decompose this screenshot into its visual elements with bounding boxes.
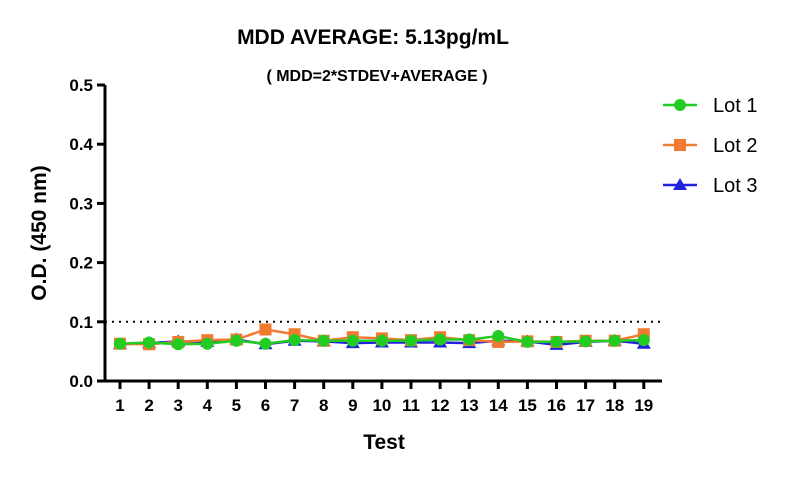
chart-subtitle: ( MDD=2*STDEV+AVERAGE ): [266, 68, 487, 85]
legend: Lot 1 Lot 2 Lot 3: [663, 95, 757, 197]
data-point: [550, 335, 563, 348]
x-tick-label: 3: [173, 396, 182, 415]
data-point: [346, 334, 359, 347]
y-tick-label: 0.5: [69, 76, 93, 95]
data-point: [201, 337, 214, 350]
data-point: [637, 334, 650, 347]
y-tick-label: 0.2: [69, 254, 93, 273]
data-point: [172, 338, 185, 351]
y-tick-label: 0.3: [69, 194, 93, 213]
x-ticks: 1 2 3 4 5 6 7 8 9 10 11 12 13 14 15 16 17 18 19: [115, 381, 653, 415]
data-point: [434, 333, 447, 346]
data-point: [405, 334, 417, 347]
data-point: [114, 337, 126, 350]
legend-label: Lot 3: [713, 175, 757, 197]
legend-label: Lot 2: [713, 135, 757, 157]
x-tick-label: 12: [431, 396, 450, 415]
x-tick-label: 9: [348, 396, 357, 415]
data-point: [492, 330, 505, 343]
legend-label: Lot 1: [713, 95, 757, 117]
x-tick-label: 13: [460, 396, 479, 415]
y-tick-label: 0.1: [69, 313, 93, 332]
series-lot-1: [114, 330, 650, 351]
legend-item: Lot 2: [663, 135, 757, 157]
data-point: [463, 333, 476, 346]
data-point: [317, 334, 330, 347]
x-tick-label: 5: [232, 396, 241, 415]
x-tick-label: 2: [144, 396, 153, 415]
x-tick-label: 8: [319, 396, 328, 415]
legend-marker: [673, 178, 687, 190]
x-tick-label: 16: [547, 396, 566, 415]
chart-title: MDD AVERAGE: 5.13pg/mL: [237, 26, 509, 49]
legend-marker: [674, 99, 686, 111]
x-tick-label: 14: [489, 396, 508, 415]
data-point: [288, 334, 301, 347]
x-tick-label: 4: [203, 396, 213, 415]
data-point: [230, 334, 243, 347]
x-tick-label: 15: [518, 396, 537, 415]
y-tick-label: 0.4: [69, 135, 93, 154]
x-tick-label: 1: [115, 396, 124, 415]
x-tick-label: 18: [605, 396, 624, 415]
x-tick-label: 10: [372, 396, 391, 415]
legend-item: Lot 3: [663, 175, 757, 197]
x-tick-label: 11: [402, 396, 420, 415]
x-tick-label: 17: [576, 396, 595, 415]
data-point: [579, 335, 592, 348]
series-layer: [113, 323, 651, 351]
legend-marker: [674, 139, 686, 151]
y-tick-label: 0.0: [69, 372, 93, 391]
data-point: [143, 336, 156, 349]
legend-item: Lot 1: [663, 95, 757, 117]
data-point: [259, 337, 272, 350]
x-tick-label: 6: [261, 396, 270, 415]
x-tick-label: 19: [634, 396, 653, 415]
data-point: [608, 334, 621, 347]
data-point: [259, 323, 272, 336]
y-axis-title: O.D. (450 nm): [28, 165, 51, 300]
x-tick-label: 7: [290, 396, 299, 415]
y-ticks: 0.0 0.1 0.2 0.3 0.4 0.5: [69, 76, 105, 391]
data-point: [521, 335, 534, 348]
data-point: [375, 334, 388, 347]
x-axis-title: Test: [363, 431, 405, 454]
